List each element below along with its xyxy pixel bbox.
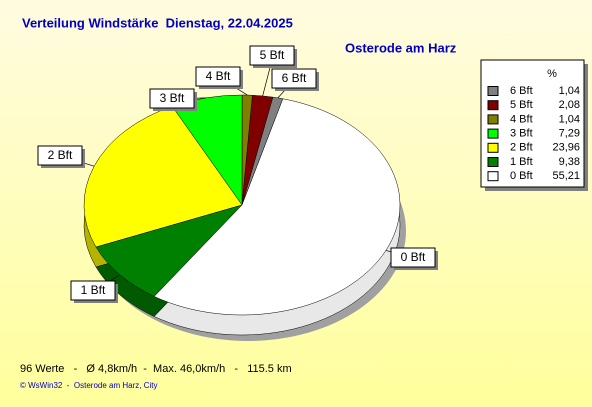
legend-value: 9,38 xyxy=(559,156,580,168)
pie-label: 4 Bft xyxy=(206,69,231,83)
legend-label: 1 Bft xyxy=(510,156,533,168)
legend-swatch xyxy=(487,100,499,111)
pie-slice xyxy=(153,98,401,316)
legend-value: 1,04 xyxy=(559,85,580,97)
legend-swatch xyxy=(487,86,499,96)
legend-label: 2 Bft xyxy=(510,142,533,154)
legend-value: 7,29 xyxy=(559,128,580,140)
copyright: © WsWin32 - Osterode am Harz, City xyxy=(20,381,157,390)
footer: 96 Werte - Ø 4,8km/h - Max. 46,0km/h - 1… xyxy=(20,363,292,375)
legend-swatch xyxy=(487,171,499,182)
legend-label: 6 Bft xyxy=(510,85,533,97)
legend-label: 5 Bft xyxy=(510,99,533,111)
legend-swatch xyxy=(487,142,499,153)
legend-swatch xyxy=(487,128,499,139)
pie-label: 1 Bft xyxy=(81,283,106,297)
legend-label: 3 Bft xyxy=(510,128,533,140)
pie-label: 5 Bft xyxy=(260,48,285,62)
pie-slice xyxy=(95,204,243,297)
legend-value: 1,04 xyxy=(559,113,580,125)
pie-label: 3 Bft xyxy=(160,91,185,105)
label-box xyxy=(249,45,295,66)
pie-label: 6 Bft xyxy=(282,71,307,85)
legend-label: 0 Bft xyxy=(510,170,533,182)
legend-swatch xyxy=(487,157,499,167)
label-box xyxy=(70,280,116,301)
pie-label: 2 Bft xyxy=(48,148,73,162)
chart-title: Verteilung Windstärke Dienstag, 22.04.20… xyxy=(22,15,293,30)
legend-label: 4 Bft xyxy=(510,113,533,125)
legend-header: % xyxy=(547,68,557,80)
label-box xyxy=(149,88,195,109)
label-box xyxy=(37,145,83,166)
label-box xyxy=(195,66,241,87)
chart-subtitle: Osterode am Harz xyxy=(345,40,457,55)
legend-value: 23,96 xyxy=(552,142,580,154)
label-box xyxy=(271,68,317,89)
legend-value: 55,21 xyxy=(552,170,580,182)
label-box xyxy=(390,247,436,268)
pie-slice xyxy=(83,106,243,248)
pie-label: 0 Bft xyxy=(401,250,426,264)
legend-value: 2,08 xyxy=(559,99,580,111)
legend-swatch xyxy=(487,114,499,125)
